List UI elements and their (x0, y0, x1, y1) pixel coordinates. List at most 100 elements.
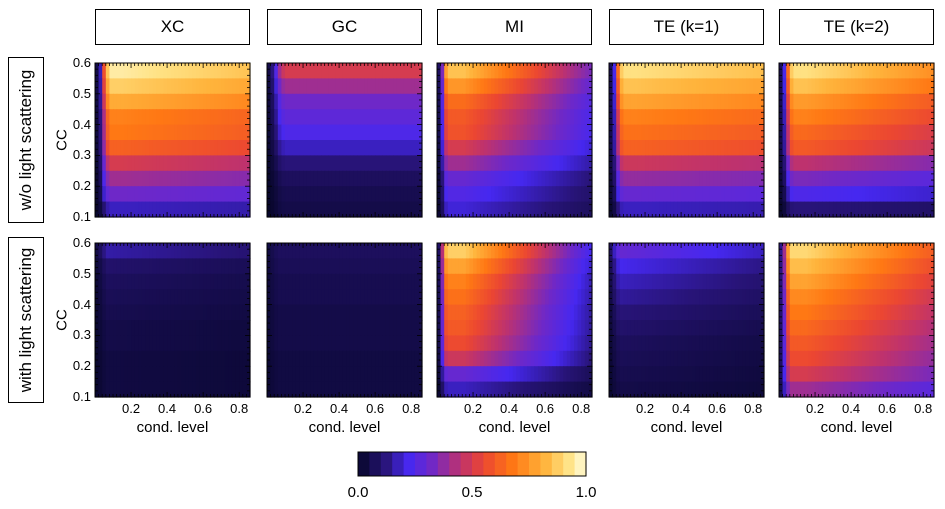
heatmap-cell (793, 78, 798, 95)
heatmap-cell (677, 155, 682, 172)
heatmap-cell (681, 155, 686, 172)
heatmap-cell (559, 155, 564, 172)
heatmap-cell (414, 109, 419, 126)
heatmap-cell (444, 273, 449, 290)
heatmap-cell (411, 243, 416, 259)
heatmap-cell (299, 350, 304, 367)
heatmap-cell (666, 124, 671, 141)
heatmap-cell (473, 366, 478, 383)
heatmap-cell (779, 124, 784, 141)
heatmap-cell (349, 201, 355, 218)
heatmap-cell (444, 124, 449, 141)
heatmap-cell (663, 381, 668, 398)
heatmap-cell (199, 93, 204, 110)
heatmap-cell (670, 124, 675, 141)
heatmap-cell (677, 78, 682, 95)
heatmap-cell (192, 63, 197, 79)
heatmap-cell (360, 335, 365, 352)
heatmap-cell (292, 109, 297, 126)
heatmap-cell (509, 243, 514, 259)
heatmap-cell (836, 109, 841, 126)
heatmap-cell (673, 289, 679, 306)
heatmap-cell (666, 109, 671, 126)
heatmap-cell (616, 243, 621, 259)
heatmap-cell (822, 201, 827, 218)
heatmap-cell (735, 124, 740, 141)
heatmap-cell (364, 63, 369, 79)
heatmap-cell (389, 289, 394, 306)
heatmap-cell (527, 350, 532, 367)
heatmap-cell (109, 140, 114, 156)
heatmap-cell (328, 366, 333, 383)
heatmap-cell (120, 320, 125, 336)
heatmap-cell (709, 93, 715, 110)
heatmap-cell (375, 201, 380, 218)
heatmap-cell (306, 243, 311, 259)
heatmap-cell (349, 243, 355, 259)
heatmap-cell (138, 273, 143, 290)
heatmap-cell (659, 273, 664, 290)
heatmap-cell (465, 243, 471, 259)
heatmap-cell (749, 304, 754, 321)
heatmap-cell (321, 63, 326, 79)
heatmap-cell (742, 350, 747, 367)
heatmap-cell (760, 170, 765, 187)
heatmap-cell (389, 320, 394, 336)
heatmap-cell (829, 109, 834, 126)
heatmap-cell (691, 63, 697, 79)
heatmap-cell (455, 243, 460, 259)
heatmap-cell (641, 186, 646, 203)
heatmap-cell (684, 381, 689, 398)
heatmap-cell (512, 140, 517, 156)
heatmap-cell (310, 93, 315, 110)
heatmap-cell (465, 350, 471, 367)
heatmap-cell (563, 243, 568, 259)
heatmap-cell (411, 155, 416, 172)
heatmap-cell (840, 109, 845, 126)
heatmap-cell (177, 78, 183, 95)
heatmap-cell (270, 140, 275, 156)
heatmap-cell (648, 93, 653, 110)
heatmap-cell (555, 170, 561, 187)
heatmap-cell (512, 243, 517, 259)
heatmap-cell (451, 186, 456, 203)
heatmap-cell (270, 320, 275, 336)
heatmap-cell (699, 109, 704, 126)
heatmap-cell (346, 170, 351, 187)
heatmap-cell (367, 170, 373, 187)
heatmap-cell (666, 258, 671, 275)
heatmap-cell (285, 201, 290, 218)
heatmap-cell (523, 140, 528, 156)
heatmap-cell (310, 124, 315, 141)
heatmap-cell (389, 109, 394, 126)
heatmap-cell (548, 201, 553, 218)
heatmap-cell (641, 124, 646, 141)
heatmap-cell (563, 93, 568, 110)
heatmap-cell (735, 170, 740, 187)
heatmap-cell (195, 201, 201, 218)
heatmap-cell (411, 320, 416, 336)
heatmap-cell (455, 366, 460, 383)
heatmap-cell (335, 63, 340, 79)
heatmap-cell (670, 201, 675, 218)
heatmap-cell (224, 273, 229, 290)
heatmap-cell (455, 109, 460, 126)
heatmap-cell (246, 155, 251, 172)
heatmap-cell (563, 335, 568, 352)
heatmap-cell (836, 201, 841, 218)
heatmap-cell (742, 258, 747, 275)
heatmap-cell (699, 124, 704, 141)
heatmap-cell (534, 335, 539, 352)
heatmap-cell (702, 381, 707, 398)
heatmap-cell (317, 109, 322, 126)
heatmap-cell (851, 124, 856, 141)
heatmap-cell (584, 63, 589, 79)
heatmap-cell (364, 366, 369, 383)
heatmap-cell (235, 289, 240, 306)
heatmap-cell (476, 366, 481, 383)
heatmap-cell (779, 170, 784, 187)
heatmap-cell (627, 201, 632, 218)
heatmap-cell (382, 366, 387, 383)
heatmap-cell (894, 201, 899, 218)
heatmap-cell (206, 201, 211, 218)
